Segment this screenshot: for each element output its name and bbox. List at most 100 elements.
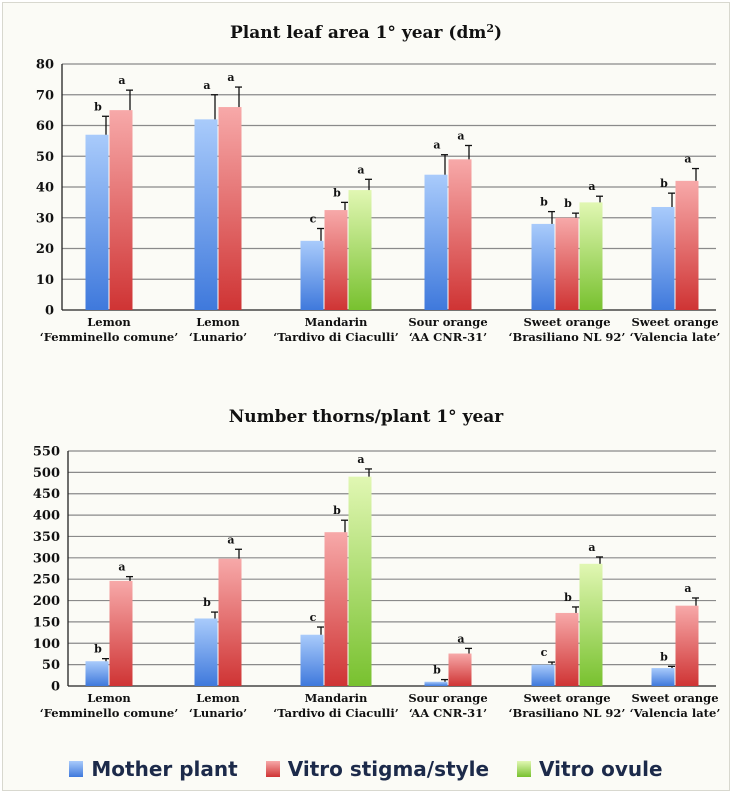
chart-2-x-tick-label-line1: Sweet orange	[523, 691, 610, 705]
legend-label-vitro-stigma: Vitro stigma/style	[287, 757, 490, 781]
chart-2-significance-letter: b	[94, 643, 102, 656]
chart-1-bar-mother-plant	[300, 240, 324, 310]
chart-2-bar-vitro-stigma	[109, 580, 133, 686]
chart-2-y-tick-label: 350	[33, 530, 60, 545]
chart-2-x-tick-label: Mandarin ‘Tardivo di Ciaculli’	[273, 691, 399, 720]
chart-1-bar-vitro-stigma	[448, 159, 472, 310]
chart-2-bar-vitro-stigma	[218, 558, 242, 686]
chart-2-x-tick-label: Sweet orange ‘Brasiliano NL 92’	[509, 691, 626, 720]
chart-1-bar-mother-plant	[531, 223, 555, 310]
chart-2-bar-vitro-ovule	[348, 476, 372, 686]
chart-2-x-tick-label: Sour orange ‘AA CNR-31’	[408, 691, 487, 720]
chart-2-x-tick-label-line2: ‘Brasiliano NL 92’	[509, 706, 626, 720]
chart-1-significance-letter: a	[357, 163, 364, 176]
chart-1-title-end: )	[494, 23, 502, 43]
chart-2-x-tick-label-line2: ‘Valencia late’	[630, 706, 721, 720]
chart-2-x-tick-label-line1: Sour orange	[408, 691, 487, 705]
chart-2-bar-mother-plant	[300, 634, 324, 686]
chart-1-y-tick-label: 80	[36, 58, 54, 73]
legend-item-mother-plant: Mother plant	[69, 757, 238, 781]
chart-2-bar-mother-plant	[531, 664, 555, 686]
chart-1-bar-vitro-stigma	[324, 210, 348, 310]
chart-1-significance-letter: a	[118, 74, 125, 87]
chart-2-y-tick-label: 200	[33, 594, 60, 609]
chart-2-bar-mother-plant	[651, 668, 675, 686]
chart-1-significance-letter: b	[94, 100, 102, 113]
legend-item-vitro-stigma: Vitro stigma/style	[265, 757, 490, 781]
chart-2-significance-letter: b	[203, 596, 211, 609]
chart-1-significance-letter: a	[227, 71, 234, 84]
chart-1-x-tick-label-line1: Mandarin	[305, 315, 368, 329]
chart-1-bar-vitro-stigma	[109, 110, 133, 310]
chart-2-bar-vitro-stigma	[324, 532, 348, 686]
chart-1-x-tick-label: Mandarin ‘Tardivo di Ciaculli’	[273, 315, 399, 344]
chart-1-x-tick-label-line1: Lemon	[87, 315, 131, 329]
chart-1-y-tick-label: 10	[36, 273, 54, 288]
chart-1-y-tick-label: 40	[36, 181, 54, 196]
chart-1-x-tick-label-line1: Sweet orange	[523, 315, 610, 329]
chart-1-bar-vitro-stigma	[218, 107, 242, 310]
legend-swatch-mother-plant	[69, 761, 84, 777]
legend-item-vitro-ovule: Vitro ovule	[517, 757, 663, 781]
chart-2-significance-letter: a	[457, 632, 464, 645]
chart-2-x-tick-label: Lemon ‘Femminello comune’	[40, 691, 179, 720]
chart-1-bar-mother-plant	[651, 206, 675, 310]
chart-2-x-tick-label-line1: Sweet orange	[631, 691, 718, 705]
chart-1-x-tick-label-line2: ‘Tardivo di Ciaculli’	[273, 330, 399, 344]
chart-2-y-tick-label: 500	[33, 466, 60, 481]
chart-2-title: Number thorns/plant 1° year	[229, 407, 505, 427]
chart-2-y-tick-label: 450	[33, 487, 60, 502]
chart-2-significance-letter: a	[588, 541, 595, 554]
chart-1-bar-mother-plant	[424, 174, 448, 310]
chart-1-x-tick-label: Sweet orange ‘Valencia late’	[630, 315, 721, 344]
chart-1-significance-letter: a	[433, 139, 440, 152]
chart-1-y-tick-label: 30	[36, 211, 54, 226]
chart-2-bar-vitro-ovule	[579, 563, 603, 686]
chart-1-x-tick-label-line1: Lemon	[196, 315, 240, 329]
chart-2-significance-letter: a	[357, 453, 364, 466]
chart-2-significance-letter: a	[227, 533, 234, 546]
chart-1-x-tick-label: Lemon ‘Lunario’	[189, 315, 247, 344]
chart-2-bar-mother-plant	[194, 618, 218, 686]
chart-2-significance-letter: c	[541, 646, 548, 659]
chart-1-x-tick-label-line1: Sour orange	[408, 315, 487, 329]
chart-1-x-tick-label-line1: Sweet orange	[631, 315, 718, 329]
legend-swatch-vitro-stigma	[265, 761, 280, 777]
chart-1-y-tick-label: 20	[36, 242, 54, 257]
chart-2-x-tick-label: Lemon ‘Lunario’	[189, 691, 247, 720]
chart-2-title-text: Number thorns/plant 1° year	[229, 407, 505, 427]
chart-1-significance-letter: b	[564, 197, 572, 210]
chart-1-bar-vitro-stigma	[555, 217, 579, 310]
legend-label-mother-plant: Mother plant	[91, 757, 238, 781]
chart-2-y-tick-label: 300	[33, 551, 60, 566]
chart-1-significance-letter: b	[540, 196, 548, 209]
chart-2-x-tick-label-line2: ‘Tardivo di Ciaculli’	[273, 706, 399, 720]
chart-1-x-tick-label: Sour orange ‘AA CNR-31’	[408, 315, 487, 344]
chart-1-significance-letter: a	[588, 180, 595, 193]
chart-2-y-tick-label: 100	[33, 637, 60, 652]
chart-2-significance-letter: a	[118, 561, 125, 574]
chart-1-significance-letter: b	[333, 186, 341, 199]
chart-2-x-tick-label-line2: ‘Femminello comune’	[40, 706, 179, 720]
chart-2-x-tick-label-line1: Lemon	[196, 691, 240, 705]
chart-1-title-text: Plant leaf area 1° year (dm	[230, 23, 486, 43]
chart-2-bar-mother-plant	[424, 681, 448, 686]
chart-2-bar-vitro-stigma	[675, 605, 699, 686]
chart-2-x-tick-label-line1: Mandarin	[305, 691, 368, 705]
chart-2: Number thorns/plant 1° year 0 50 100 150 200 2…	[33, 407, 720, 720]
chart-1-y-tick-label: 0	[45, 304, 54, 319]
chart-2-y-tick-label: 50	[42, 658, 60, 673]
chart-2-significance-letter: a	[684, 582, 691, 595]
chart-2-x-tick-label: Sweet orange ‘Valencia late’	[630, 691, 721, 720]
chart-2-y-tick-label: 150	[33, 615, 60, 630]
chart-1-significance-letter: a	[457, 129, 464, 142]
chart-1-x-tick-label-line2: ‘Valencia late’	[630, 330, 721, 344]
chart-1: Plant leaf area 1° year (dm2) 0 10 20 30 40 50…	[36, 22, 720, 344]
legend: Mother plant Vitro stigma/style Vitro ov…	[0, 752, 732, 786]
chart-2-y-tick-label: 250	[33, 573, 60, 588]
legend-swatch-vitro-ovule	[517, 761, 532, 777]
legend-label-vitro-ovule: Vitro ovule	[539, 757, 663, 781]
chart-2-x-tick-label-line2: ‘AA CNR-31’	[409, 706, 487, 720]
chart-2-y-tick-label: 550	[33, 445, 60, 460]
chart-2-bar-vitro-stigma	[448, 653, 472, 686]
